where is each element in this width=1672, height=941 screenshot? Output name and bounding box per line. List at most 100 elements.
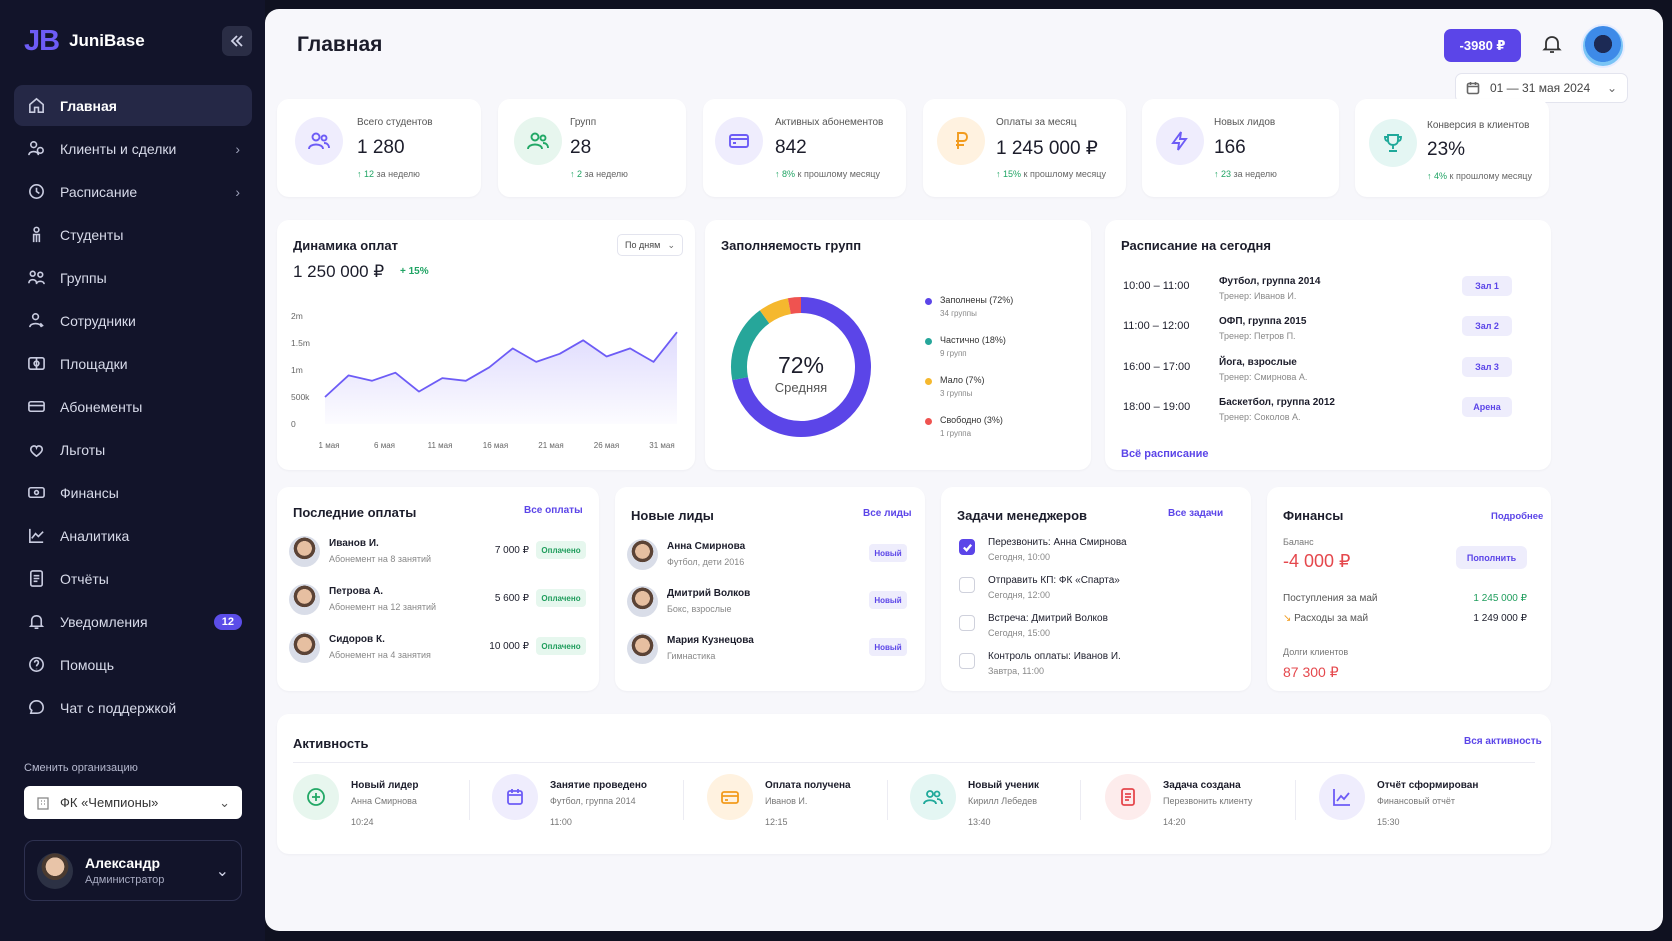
activity-item[interactable]: Отчёт сформирован Финансовый отчёт 15:30 — [1319, 774, 1519, 834]
sidebar-item-reports[interactable]: Отчёты — [14, 558, 252, 599]
topup-button[interactable]: Пополнить — [1456, 546, 1527, 569]
notifications-button[interactable] — [1541, 33, 1565, 57]
sidebar-item-staff[interactable]: Сотрудники — [14, 300, 252, 341]
users-icon — [910, 774, 956, 820]
date-range-picker[interactable]: 01 — 31 мая 2024 ⌄ — [1455, 73, 1628, 103]
status-badge: Новый — [869, 638, 907, 656]
activity-subtitle: Перезвонить клиенту — [1163, 796, 1253, 806]
sidebar-item-finance[interactable]: Финансы — [14, 472, 252, 513]
payment-amount: 5 600 ₽ — [494, 593, 529, 604]
sidebar-item-clients[interactable]: Клиенты и сделки › — [14, 128, 252, 169]
schedule-time: 10:00 – 11:00 — [1123, 280, 1190, 292]
kpi-card-conversion[interactable]: Конверсия в клиентов 23% ↑ 4% к прошлому… — [1355, 99, 1549, 197]
date-range-value: 01 — 31 мая 2024 — [1490, 81, 1591, 95]
task-checkbox[interactable] — [959, 615, 975, 631]
divider — [1295, 780, 1296, 820]
payer-name: Сидоров К. — [329, 634, 385, 645]
sidebar-item-label: Клиенты и сделки — [60, 140, 177, 157]
sidebar-item-students[interactable]: Студенты — [14, 214, 252, 255]
task-title: Контроль оплаты: Иванов И. — [988, 651, 1121, 662]
balance-value: -4 000 ₽ — [1283, 551, 1351, 571]
group-fill-donut — [731, 297, 871, 437]
activity-item[interactable]: Новый ученик Кирилл Лебедев 13:40 — [910, 774, 1090, 834]
schedule-row[interactable]: 18:00 – 19:00 Баскетбол, группа 2012 Тре… — [1121, 397, 1516, 437]
activity-item[interactable]: Занятие проведено Футбол, группа 2014 11… — [492, 774, 682, 834]
lead-row[interactable]: Мария Кузнецова Гимнастика Новый — [627, 633, 917, 669]
lead-row[interactable]: Дмитрий Волков Бокс, взрослые Новый — [627, 586, 917, 622]
chat-icon — [26, 698, 46, 718]
payment-row[interactable]: Сидоров К. Абонемент на 4 занятия 10 000… — [289, 632, 589, 668]
group-fill-card: Заполняемость групп 72% Средняя Заполнен… — [705, 220, 1091, 470]
trophy-icon — [1369, 119, 1417, 167]
activity-item[interactable]: Оплата получена Иванов И. 12:15 — [707, 774, 887, 834]
kpi-trend: ↑ 4% к прошлому месяцу — [1427, 171, 1532, 181]
payment-row[interactable]: Петрова А. Абонемент на 12 занятий 5 600… — [289, 584, 589, 620]
kpi-card-groups[interactable]: Групп 28 ↑ 2 за неделю — [498, 99, 686, 197]
card-title: Расписание на сегодня — [1121, 238, 1271, 253]
task-checkbox[interactable] — [959, 577, 975, 593]
sidebar-item-support-chat[interactable]: Чат с поддержкой — [14, 687, 252, 728]
kpi-value: 23% — [1427, 139, 1466, 160]
schedule-row[interactable]: 16:00 – 17:00 Йога, взрослые Тренер: Сми… — [1121, 357, 1516, 397]
all-schedule-link[interactable]: Всё расписание — [1121, 448, 1209, 460]
kpi-trend: ↑ 2 за неделю — [570, 169, 628, 179]
collapse-sidebar-button[interactable] — [222, 26, 252, 56]
task-row[interactable]: Перезвонить: Анна Смирнова Сегодня, 10:0… — [959, 537, 1229, 571]
activity-item[interactable]: Новый лидер Анна Смирнова 10:24 — [293, 774, 473, 834]
sidebar-item-venues[interactable]: Площадки — [14, 343, 252, 384]
sidebar-item-groups[interactable]: Группы — [14, 257, 252, 298]
all-payments-link[interactable]: Все оплаты — [524, 505, 583, 516]
sidebar-item-notifications[interactable]: Уведомления 12 — [14, 601, 252, 642]
org-select[interactable]: ФК «Чемпионы» ⌄ — [24, 786, 242, 819]
schedule-row[interactable]: 11:00 – 12:00 ОФП, группа 2015 Тренер: П… — [1121, 316, 1516, 356]
kpi-card-passes[interactable]: Активных абонементов 842 ↑ 8% к прошлому… — [703, 99, 906, 197]
activity-subtitle: Финансовый отчёт — [1377, 796, 1455, 806]
lead-row[interactable]: Анна Смирнова Футбол, дети 2016 Новый — [627, 539, 917, 575]
sidebar-item-help[interactable]: Помощь — [14, 644, 252, 685]
kpi-trend: ↑ 8% к прошлому месяцу — [775, 169, 880, 179]
divider — [469, 780, 470, 820]
sidebar-item-benefits[interactable]: Льготы — [14, 429, 252, 470]
kpi-card-students[interactable]: Всего студентов 1 280 ↑ 12 за неделю — [277, 99, 481, 197]
balance-button[interactable]: -3980 ₽ — [1444, 29, 1521, 62]
payments-chart-card: Динамика оплат По дням ⌄ 1 250 000 ₽ + 1… — [277, 220, 695, 470]
sidebar-item-analytics[interactable]: Аналитика — [14, 515, 252, 556]
legend-label: Частично (18%) — [940, 335, 1006, 345]
lead-interest: Гимнастика — [667, 651, 716, 661]
card-title: Активность — [293, 736, 369, 751]
sidebar-item-label: Финансы — [60, 484, 119, 501]
schedule-row[interactable]: 10:00 – 11:00 Футбол, группа 2014 Тренер… — [1121, 276, 1516, 316]
area-fill — [325, 332, 677, 424]
all-tasks-link[interactable]: Все задачи — [1168, 508, 1224, 519]
finance-details-link[interactable]: Подробнее — [1491, 511, 1544, 522]
payer-name: Петрова А. — [329, 586, 384, 597]
main-content: Главная -3980 ₽ 01 — 31 мая 2024 ⌄ Всего… — [265, 9, 1663, 931]
sidebar-item-schedule[interactable]: Расписание › — [14, 171, 252, 212]
task-row[interactable]: Встреча: Дмитрий Волков Сегодня, 15:00 — [959, 613, 1229, 647]
divider — [293, 762, 1535, 763]
task-checkbox[interactable] — [959, 653, 975, 669]
sidebar-item-passes[interactable]: Абонементы — [14, 386, 252, 427]
activity-item[interactable]: Задача создана Перезвонить клиенту 14:20 — [1105, 774, 1295, 834]
payment-row[interactable]: Иванов И. Абонемент на 8 занятий 7 000 ₽… — [289, 536, 589, 572]
kpi-card-payments[interactable]: Оплаты за месяц 1 245 000 ₽ ↑ 15% к прош… — [923, 99, 1126, 197]
user-menu[interactable]: Александр Администратор ⌄ — [24, 840, 242, 901]
chart-period-select[interactable]: По дням ⌄ — [617, 234, 683, 256]
sidebar-item-home[interactable]: Главная — [14, 85, 252, 126]
task-row[interactable]: Контроль оплаты: Иванов И. Завтра, 11:00 — [959, 651, 1229, 685]
schedule-room: Зал 2 — [1462, 316, 1512, 336]
card-title: Новые лиды — [631, 508, 714, 523]
kpi-card-leads[interactable]: Новых лидов 166 ↑ 23 за неделю — [1142, 99, 1339, 197]
activity-title: Задача создана — [1163, 780, 1241, 791]
task-row[interactable]: Отправить КП: ФК «Спарта» Сегодня, 12:00 — [959, 575, 1229, 609]
all-activity-link[interactable]: Вся активность — [1464, 736, 1542, 747]
brand[interactable]: JB JuniBase — [24, 25, 145, 57]
avatar — [289, 584, 320, 615]
task-checkbox[interactable] — [959, 539, 975, 555]
all-leads-link[interactable]: Все лиды — [863, 508, 912, 519]
profile-avatar[interactable] — [1581, 24, 1625, 68]
x-tick-label: 1 мая — [319, 441, 340, 450]
finance-card: Финансы Подробнее Баланс -4 000 ₽ Пополн… — [1267, 487, 1551, 691]
x-tick-label: 21 мая — [538, 441, 563, 450]
